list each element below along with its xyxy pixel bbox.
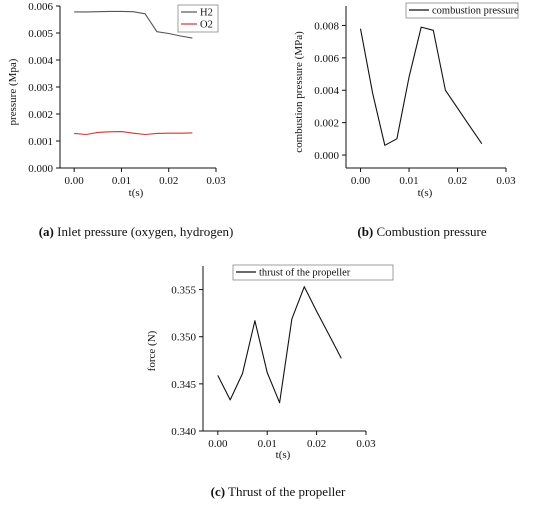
caption-text-b: Combustion pressure [373,224,487,239]
legend-b: combustion pressure [405,2,519,19]
y-tick-label: 0.004 [314,85,339,97]
legend-c: thrust of the propeller [232,264,394,281]
plot-area-a: 0.00 0.01 0.02 0.03 0.000 0.001 0.002 0.003 0.00… [28,1,226,187]
series-line-b-1 [359,26,483,146]
y-tick-label: 0.340 [171,426,196,438]
y-tick-label: 0.002 [314,118,339,130]
caption-a: (a) Inlet pressure (oxygen, hydrogen) [39,224,234,239]
plot-area-c: 0.00 0.01 0.02 0.03 0.340 0.345 0.350 0.355 thru… [171,264,394,450]
y-tick-label: 0.002 [28,109,53,121]
x-tick-label: 0.00 [351,175,371,187]
x-tick-label: 0.02 [307,438,326,450]
caption-c: (c) Thrust of the propeller [211,484,346,499]
legend-label: H2 [200,8,213,19]
y-axis-label-a: pressure (Mpa) [7,58,19,125]
x-tick-label: 0.01 [399,175,418,187]
y-tick-label: 0.000 [28,163,53,175]
plot-area-b: 0.00 0.01 0.02 0.03 0.000 0.002 0.004 0.006 0.00… [314,2,519,187]
y-tick-label: 0.006 [28,1,53,13]
legend-box [232,264,394,281]
caption-letter-a: (a) [39,224,54,239]
x-tick-label: 0.01 [112,175,131,187]
x-tick-label: 0.02 [159,175,178,187]
caption-text-c: Thrust of the propeller [225,484,346,499]
y-tick-label: 0.350 [171,332,196,344]
y-tick-label: 0.345 [171,379,196,391]
y-axis-label-c: force (N) [146,330,158,371]
x-tick-label: 0.03 [356,438,376,450]
series-line-a-2 [74,131,193,136]
y-axis-label-b: combustion pressure (MPa) [293,31,305,153]
y-tick-label: 0.008 [314,20,339,32]
legend-box [405,2,519,19]
y-tick-label: 0.001 [28,136,53,148]
x-tick-label: 0.02 [448,175,467,187]
caption-letter-b: (b) [357,224,373,239]
series-line-a-1 [74,10,193,39]
y-tick-label: 0.000 [314,150,339,162]
legend-label: thrust of the propeller [259,268,351,279]
x-tick-label: 0.01 [258,438,277,450]
chart-panel-c: 0.00 0.01 0.02 0.03 0.340 0.345 0.350 0.355 thru… [146,264,394,499]
caption-text-a: Inlet pressure (oxygen, hydrogen) [54,224,233,239]
x-axis-label-a: t(s) [129,187,144,199]
x-axis-label-b: t(s) [418,187,433,199]
y-tick-label: 0.005 [28,28,53,40]
series-line-c-1 [217,286,342,404]
y-tick-label: 0.003 [28,82,53,94]
x-tick-label: 0.00 [65,175,85,187]
x-axis-label-c: t(s) [276,449,291,461]
x-tick-label: 0.03 [206,175,226,187]
x-tick-label: 0.00 [208,438,228,450]
legend-label: combustion pressure [432,6,519,17]
y-tick-label: 0.355 [171,285,196,297]
chart-panel-a: 0.00 0.01 0.02 0.03 0.000 0.001 0.002 0.003 0.00… [7,1,233,239]
caption-b: (b) Combustion pressure [357,224,487,239]
y-tick-label: 0.006 [314,53,339,65]
legend-box [177,4,219,33]
chart-panel-b: 0.00 0.01 0.02 0.03 0.000 0.002 0.004 0.006 0.00… [293,2,519,239]
y-tick-label: 0.004 [28,55,53,67]
caption-letter-c: (c) [211,484,225,499]
x-tick-label: 0.03 [496,175,516,187]
legend-label: O2 [200,20,213,31]
